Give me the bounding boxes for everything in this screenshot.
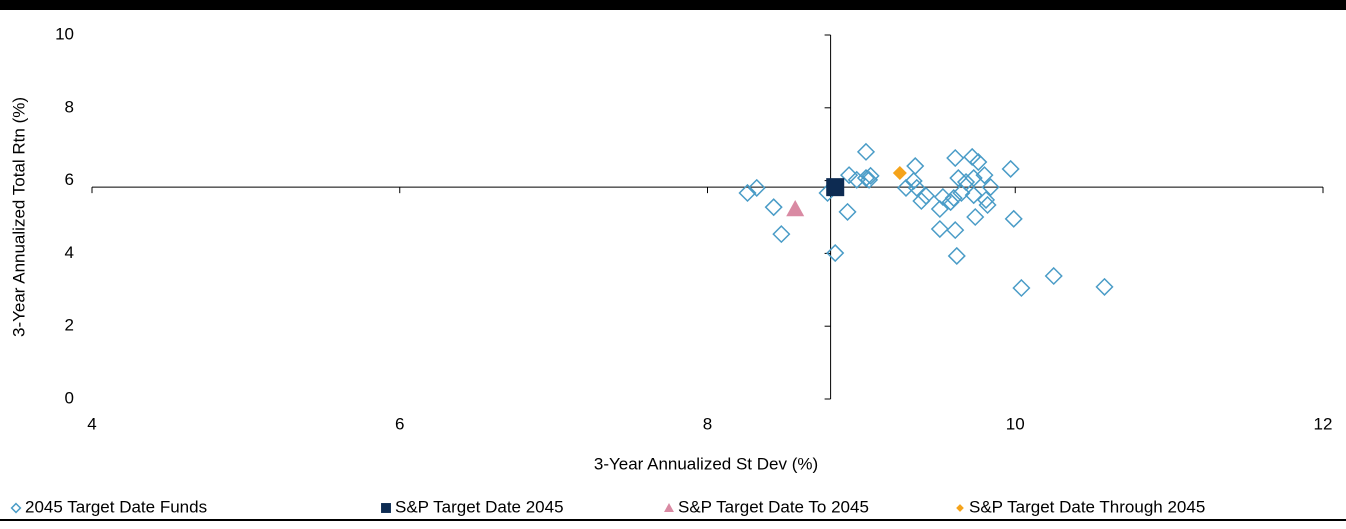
y-tick-label: 10 — [55, 24, 74, 43]
marker — [747, 178, 766, 197]
y-tick-label: 2 — [65, 316, 74, 335]
marker — [906, 156, 925, 176]
marker — [1012, 278, 1031, 298]
marker — [838, 202, 857, 221]
marker — [907, 178, 926, 197]
marker — [946, 148, 965, 168]
marker — [856, 168, 876, 188]
marker — [933, 187, 952, 207]
marker — [856, 142, 876, 161]
legend-label: S&P Target Date Through 2045 — [969, 497, 1205, 516]
marker — [944, 189, 963, 208]
y-tick-label: 4 — [65, 243, 74, 262]
marker — [964, 186, 983, 205]
marker — [1001, 159, 1020, 179]
marker — [946, 221, 965, 240]
x-tick-label: 8 — [703, 414, 712, 433]
marker — [764, 198, 783, 217]
marker — [956, 172, 976, 192]
legend-marker — [664, 503, 674, 512]
marker — [975, 166, 994, 185]
y-tick-label: 8 — [65, 97, 74, 116]
legend-label: S&P Target Date To 2045 — [678, 497, 869, 516]
x-tick-label: 10 — [1006, 414, 1025, 433]
marker — [976, 190, 996, 209]
bottom-rule — [0, 519, 1346, 521]
marker — [981, 178, 1000, 197]
y-tick-label: 6 — [65, 170, 74, 189]
marker — [941, 193, 960, 212]
marker — [978, 195, 997, 215]
x-tick-label: 12 — [1314, 414, 1333, 433]
marker — [1095, 277, 1114, 296]
marker — [786, 199, 805, 217]
marker — [966, 207, 985, 227]
marker — [930, 219, 949, 239]
legend-marker — [381, 503, 391, 513]
marker — [947, 246, 966, 266]
marker — [969, 152, 988, 172]
marker — [904, 171, 923, 191]
marker — [964, 168, 983, 188]
marker — [949, 168, 968, 188]
x-tick-label: 4 — [87, 414, 96, 433]
marker — [840, 166, 859, 185]
y-axis-label: 3-Year Annualized Total Rtn (%) — [9, 97, 28, 337]
top-bar — [0, 0, 1346, 10]
marker — [912, 191, 931, 211]
legend-marker — [10, 502, 22, 514]
marker — [826, 243, 845, 263]
legend-label: 2045 Target Date Funds — [25, 497, 207, 516]
y-tick-label: 0 — [65, 388, 74, 407]
marker — [738, 183, 757, 203]
marker — [847, 170, 866, 189]
legend-label: S&P Target Date 2045 — [395, 497, 564, 516]
marker — [916, 186, 936, 205]
marker — [1004, 209, 1023, 228]
x-tick-label: 6 — [395, 414, 404, 433]
marker — [892, 165, 907, 180]
marker — [1044, 266, 1063, 286]
x-axis-label: 3-Year Annualized St Dev (%) — [594, 454, 818, 473]
marker — [963, 147, 982, 167]
legend-marker — [956, 504, 964, 512]
marker — [861, 166, 880, 185]
marker — [930, 199, 949, 219]
marker — [826, 178, 845, 197]
marker — [772, 225, 791, 244]
